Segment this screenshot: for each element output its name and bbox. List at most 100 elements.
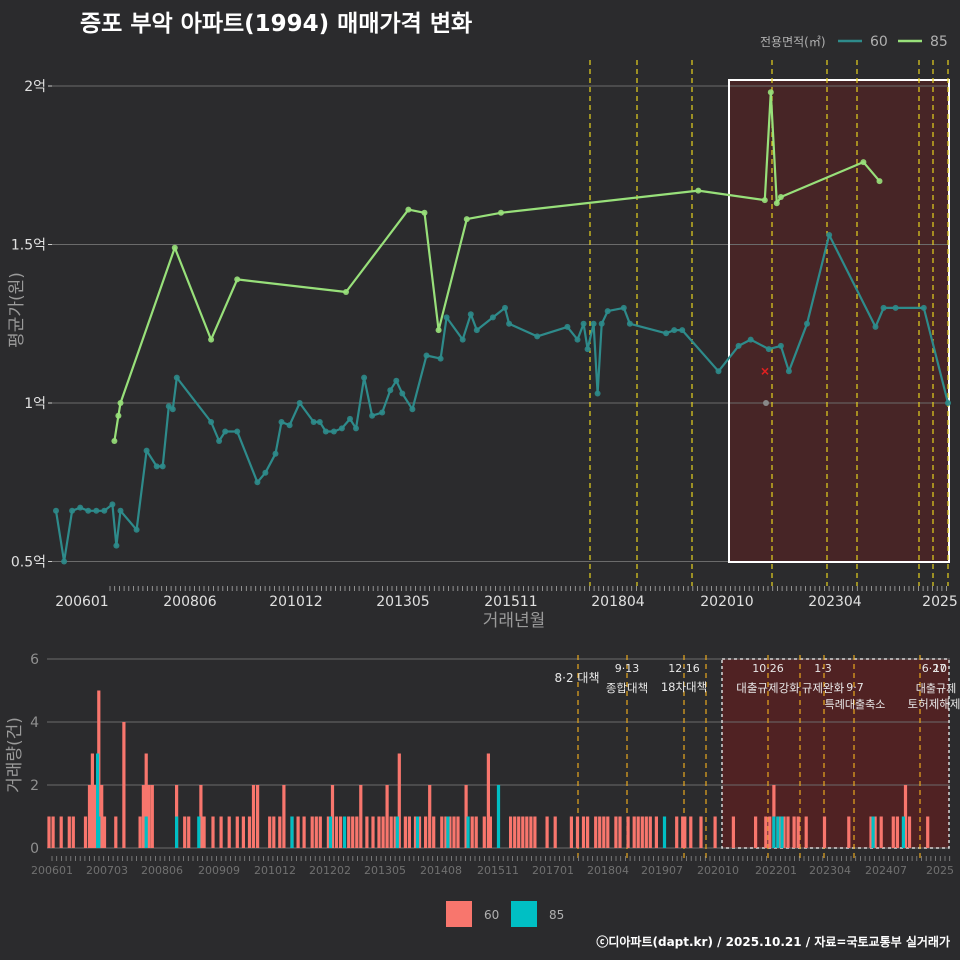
bar-60 xyxy=(272,816,276,848)
bar-60 xyxy=(675,816,679,848)
bar-60 xyxy=(640,816,644,848)
data-point-grey xyxy=(763,400,769,406)
bar-60 xyxy=(786,816,790,848)
policy-label: 토허제해제 xyxy=(908,697,960,711)
bar-60 xyxy=(87,785,92,848)
bar-85 xyxy=(415,816,420,848)
bar-60 xyxy=(150,785,154,848)
bar-60 xyxy=(525,816,529,848)
y-tick-label: 1.5억 xyxy=(11,238,46,254)
bar-60 xyxy=(713,816,717,848)
data-point-60 xyxy=(272,450,279,457)
data-point-60 xyxy=(580,320,587,327)
data-point-60 xyxy=(892,304,899,311)
data-point-60 xyxy=(594,390,601,397)
bar-60 xyxy=(114,816,118,848)
bar-60 xyxy=(822,816,827,848)
data-point-60 xyxy=(159,463,166,470)
bar-x-tick-label: 201907 xyxy=(641,864,683,877)
data-point-60 xyxy=(626,320,633,327)
data-point-60 xyxy=(286,422,293,429)
x-tick-label: 200601 xyxy=(55,594,108,610)
data-point-60 xyxy=(459,336,466,343)
bar-60 xyxy=(545,816,549,848)
policy-label: 규제완화 xyxy=(802,681,845,695)
bar-60 xyxy=(581,816,586,848)
data-point-60 xyxy=(880,304,887,311)
data-point-60 xyxy=(77,504,84,511)
policy-date: 9·7 xyxy=(846,681,864,694)
bar-60 xyxy=(47,816,51,848)
bar-60 xyxy=(83,816,88,848)
policy-date: 9·13 xyxy=(615,662,640,675)
bar-60 xyxy=(444,816,448,848)
bar-x-tick-label: 2025 xyxy=(926,864,954,877)
bar-60 xyxy=(138,816,142,848)
bar-60 xyxy=(553,816,557,848)
data-point-60 xyxy=(765,346,772,353)
bar-60 xyxy=(754,816,758,848)
legend-swatch-85 xyxy=(511,901,537,927)
bar-60 xyxy=(907,816,912,848)
bar-y-tick-label: 2 xyxy=(30,778,39,794)
bar-85 xyxy=(901,816,905,848)
policy-date: 1·3 xyxy=(814,662,832,675)
bar-85 xyxy=(496,785,501,848)
data-point-60 xyxy=(278,419,285,425)
policy-date: 12·16 xyxy=(668,662,700,675)
bar-85 xyxy=(144,816,148,848)
policy-date: 10 xyxy=(933,662,947,675)
x-tick-label: 202304 xyxy=(808,594,862,610)
data-point-60 xyxy=(347,415,353,422)
bar-60 xyxy=(235,816,239,848)
data-point-85 xyxy=(773,200,780,207)
bar-60 xyxy=(474,816,478,848)
bar-60 xyxy=(359,785,363,848)
bar-60 xyxy=(393,816,397,848)
bar-85 xyxy=(395,816,399,848)
bar-60 xyxy=(602,816,606,848)
bar-60 xyxy=(699,816,703,848)
bar-x-tick-label: 202201 xyxy=(755,864,797,877)
bar-60 xyxy=(102,816,107,848)
bar-y-tick-label: 6 xyxy=(30,652,39,668)
bar-60 xyxy=(59,816,63,848)
data-point-60 xyxy=(69,507,76,514)
bar-60 xyxy=(381,816,385,848)
bar-60 xyxy=(219,816,223,848)
bar-x-tick-label: 201511 xyxy=(477,864,519,877)
data-point-60 xyxy=(85,507,92,514)
data-point-60 xyxy=(387,387,394,394)
data-point-60 xyxy=(826,232,833,238)
policy-date: 6·27 xyxy=(922,662,947,675)
bar-60 xyxy=(648,816,652,848)
bar-60 xyxy=(796,816,800,848)
bar-60 xyxy=(869,816,873,848)
data-point-60 xyxy=(173,374,180,381)
bar-60 xyxy=(626,816,630,848)
bar-60 xyxy=(768,816,772,848)
data-point-60 xyxy=(322,428,329,435)
bar-85 xyxy=(776,816,780,848)
bar-60 xyxy=(873,816,877,848)
bar-60 xyxy=(424,816,428,848)
data-point-85 xyxy=(115,412,122,419)
data-point-60 xyxy=(53,507,59,514)
data-point-60 xyxy=(564,323,571,330)
bar-60 xyxy=(689,816,693,848)
bar-60 xyxy=(407,816,411,848)
data-point-60 xyxy=(338,425,345,432)
data-point-60 xyxy=(671,327,678,334)
bar-60 xyxy=(683,816,687,848)
bar-60 xyxy=(377,816,381,848)
bar-85 xyxy=(662,816,667,848)
bar-60 xyxy=(334,816,339,848)
data-point-60 xyxy=(109,501,116,508)
bar-60 xyxy=(268,816,272,848)
bar-60 xyxy=(644,816,648,848)
data-point-60 xyxy=(735,342,742,349)
data-point-60 xyxy=(920,304,927,311)
bar-60 xyxy=(183,816,187,848)
highlight-region-bottom xyxy=(722,659,949,848)
bar-60 xyxy=(486,753,490,848)
